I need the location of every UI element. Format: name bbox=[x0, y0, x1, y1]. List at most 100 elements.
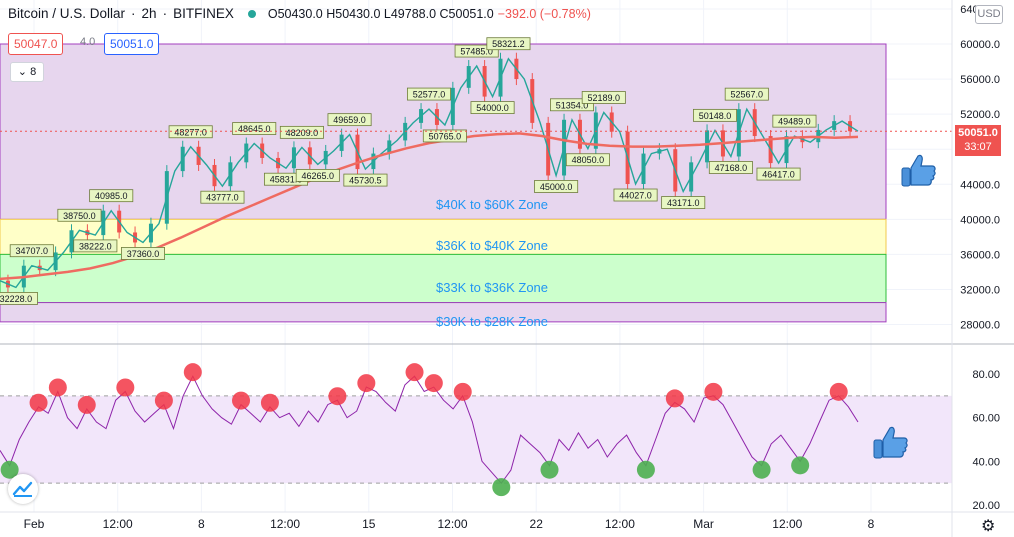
rsi-tick-label: 80.00 bbox=[972, 369, 1000, 381]
thumb-cuff bbox=[901, 167, 911, 187]
time-tick-label: 12:00 bbox=[605, 517, 635, 531]
price-annotation: 48209.0 bbox=[286, 128, 319, 138]
overbought-marker bbox=[48, 378, 67, 397]
time-tick-label: 8 bbox=[868, 517, 875, 531]
price-annotation-box bbox=[200, 190, 245, 204]
overbought-marker bbox=[665, 389, 684, 408]
overbought-marker bbox=[328, 387, 347, 406]
price-annotation: 54000.0 bbox=[476, 103, 509, 113]
oversold-marker bbox=[791, 456, 810, 475]
price-tick-label: 32000.0 bbox=[960, 284, 1000, 296]
rsi-axis[interactable]: 20.00 40.00 60.00 80.00 bbox=[972, 369, 1000, 512]
thumbs-up-icons bbox=[873, 154, 936, 459]
sell-button[interactable]: 50047.0 bbox=[8, 33, 64, 55]
zone-labels: $40K to $60K Zone $36K to $40K Zone $33K t… bbox=[436, 197, 548, 329]
exchange-label: BITFINEX bbox=[173, 6, 234, 21]
rsi-tick-label: 40.00 bbox=[972, 456, 1000, 468]
time-tick-label: Feb bbox=[24, 517, 45, 531]
symbol-name[interactable]: Bitcoin / U.S. Dollar bbox=[8, 6, 126, 21]
price-annotation: 37360.0 bbox=[127, 249, 160, 259]
price-annotation-box bbox=[693, 108, 738, 122]
separator: · bbox=[162, 6, 168, 21]
thumbs-up-icon bbox=[873, 426, 908, 459]
oversold-marker bbox=[0, 460, 19, 479]
price-tick-label: 52000.0 bbox=[960, 109, 1000, 121]
zone-band bbox=[0, 302, 887, 323]
overbought-marker bbox=[77, 395, 96, 414]
price-annotation: 52567.0 bbox=[731, 90, 764, 100]
price-annotation: 57485.0 bbox=[460, 47, 493, 57]
price-annotation: 48050.0 bbox=[572, 155, 605, 165]
price-annotation-box bbox=[327, 113, 372, 127]
price-annotation-box bbox=[121, 247, 166, 260]
price-annotation-box bbox=[565, 153, 610, 167]
price-annotation-box bbox=[470, 101, 515, 114]
price-annotation-box bbox=[772, 114, 817, 128]
price-annotation-box bbox=[9, 244, 54, 258]
currency-label[interactable]: USD bbox=[975, 5, 1003, 24]
price-annotation: 40985.0 bbox=[95, 191, 128, 201]
indicator-count: 8 bbox=[30, 66, 37, 78]
time-tick-label: 12:00 bbox=[772, 517, 802, 531]
time-tick-label: 12:00 bbox=[270, 517, 300, 531]
overbought-marker bbox=[183, 363, 202, 382]
buy-button[interactable]: 50051.0 bbox=[104, 33, 160, 55]
overbought-marker bbox=[829, 382, 848, 401]
overbought-marker bbox=[29, 393, 48, 412]
price-annotation: 45000.0 bbox=[540, 182, 573, 192]
thumb-cuff bbox=[873, 439, 883, 459]
ohlc-values: O50430.0 H50430.0 L49788.0 C50051.0 bbox=[267, 6, 494, 21]
price-annotation: 43171.0 bbox=[667, 198, 700, 208]
price-annotation-box bbox=[486, 37, 531, 51]
indicators-toggle-button[interactable]: ⌄ 8 bbox=[10, 62, 44, 82]
price-tick-label: 44000.0 bbox=[960, 179, 1000, 191]
overbought-marker bbox=[704, 382, 723, 401]
price-annotation-box bbox=[581, 91, 626, 104]
price-annotation-box bbox=[534, 180, 579, 193]
thumbs-up-icon bbox=[901, 154, 936, 187]
price-annotation: 50148.0 bbox=[699, 111, 732, 121]
oversold-marker bbox=[492, 478, 511, 497]
price-annotation: 46417.0 bbox=[762, 170, 795, 180]
price-annotation: 45730.5 bbox=[349, 176, 382, 186]
oversold-marker bbox=[636, 460, 655, 479]
price-tick-label: 56000.0 bbox=[960, 74, 1000, 86]
rsi-tick-label: 60.00 bbox=[972, 413, 1000, 425]
price-tick-label: 40000.0 bbox=[960, 214, 1000, 226]
tradingview-logo-icon[interactable] bbox=[8, 474, 38, 504]
zone-label: $33K to $36K Zone bbox=[436, 280, 548, 295]
interval-label[interactable]: 2h bbox=[141, 6, 157, 21]
price-annotation-box bbox=[613, 188, 658, 202]
time-axis[interactable]: Feb 12:00 8 12:00 15 12:00 22 12:00 Mar 12:00 8 bbox=[24, 517, 875, 531]
zone-label: $36K to $40K Zone bbox=[436, 238, 548, 253]
price-annotation-box bbox=[708, 161, 753, 174]
price-annotation-box bbox=[422, 129, 467, 143]
price-annotation: 43777.0 bbox=[206, 193, 239, 203]
overbought-marker bbox=[357, 374, 376, 393]
symbol-header[interactable]: Bitcoin / U.S. Dollar · 2h · BITFINEX O5… bbox=[8, 6, 591, 21]
price-annotation: 44027.0 bbox=[619, 191, 652, 201]
separator: · bbox=[131, 6, 136, 21]
gear-icon[interactable]: ⚙ bbox=[981, 518, 996, 535]
time-tick-label: 8 bbox=[198, 517, 205, 531]
price-annotation-box bbox=[343, 173, 388, 187]
chevron-down-icon: ⌄ bbox=[17, 66, 28, 78]
price-annotation-box bbox=[89, 189, 134, 203]
price-axis[interactable]: 28000.032000.036000.040000.044000.048000… bbox=[960, 4, 1000, 332]
last-price-value: 50051.0 bbox=[958, 127, 998, 139]
price-annotation: 52189.0 bbox=[588, 93, 621, 103]
time-tick-label: 12:00 bbox=[103, 517, 133, 531]
price-annotation: 38750.0 bbox=[63, 211, 96, 221]
rsi-band bbox=[0, 395, 952, 484]
overbought-marker bbox=[405, 363, 424, 382]
price-annotation: 46265.0 bbox=[302, 171, 335, 181]
rsi-tick-label: 20.00 bbox=[972, 500, 1000, 512]
price-annotation: 51354.0 bbox=[556, 100, 589, 110]
bar-countdown: 33:07 bbox=[964, 141, 992, 153]
overbought-marker bbox=[424, 374, 443, 393]
thumb-hand bbox=[910, 154, 936, 186]
oversold-marker bbox=[540, 460, 559, 479]
price-annotation: 38222.0 bbox=[79, 241, 112, 251]
price-annotation: 58321.2 bbox=[492, 39, 525, 49]
